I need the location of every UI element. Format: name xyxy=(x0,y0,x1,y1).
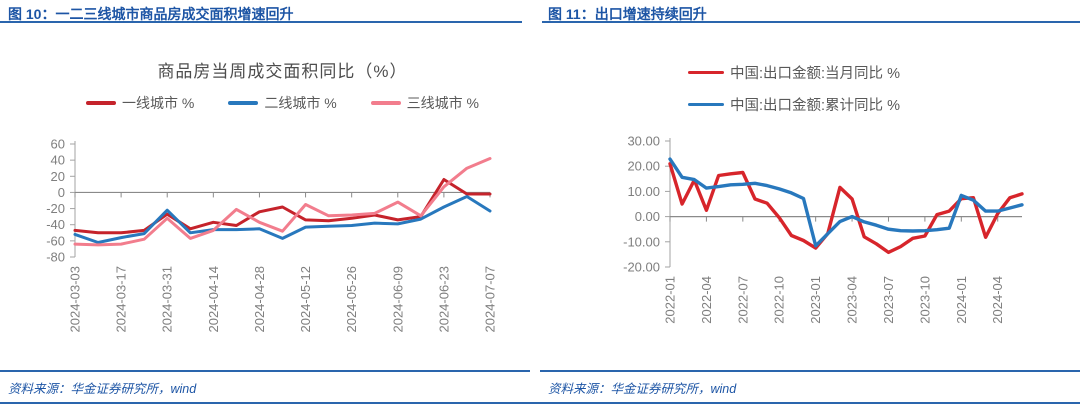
legend-label-tier1: 一线城市 % xyxy=(121,95,195,111)
svg-text:-10.00: -10.00 xyxy=(623,234,660,249)
figure-11-caption-rule xyxy=(542,21,1080,23)
svg-text:2022-07: 2022-07 xyxy=(735,276,750,324)
svg-text:2022-01: 2022-01 xyxy=(663,276,678,324)
svg-text:20: 20 xyxy=(51,169,65,184)
export-cumulative-line-swatch xyxy=(688,102,724,107)
legend-label-tier2: 二线城市 % xyxy=(264,95,337,111)
svg-text:20.00: 20.00 xyxy=(627,159,660,174)
tier3-line-swatch xyxy=(370,101,401,105)
figure-10-caption-rule xyxy=(0,21,522,23)
svg-text:60: 60 xyxy=(51,137,65,152)
svg-text:2022-04: 2022-04 xyxy=(699,276,714,324)
figure-10-caption: 图 10：一二三线城市商品房成交面积增速回升 xyxy=(8,6,294,22)
svg-text:2024-04: 2024-04 xyxy=(990,276,1005,324)
svg-text:2023-01: 2023-01 xyxy=(808,276,823,324)
tier-city-legend: 一线城市 % 二线城市 % 三线城市 % xyxy=(75,93,490,113)
svg-text:40: 40 xyxy=(51,153,65,168)
figure-10-source: 资料来源：华金证券研究所，wind xyxy=(8,382,197,396)
svg-text:2023-07: 2023-07 xyxy=(881,276,896,324)
svg-text:2024-05-26: 2024-05-26 xyxy=(344,266,359,333)
svg-text:2024-01: 2024-01 xyxy=(954,276,969,324)
svg-text:2024-03-03: 2024-03-03 xyxy=(68,266,83,333)
legend-item-tier1: 一线城市 % xyxy=(85,93,195,113)
svg-text:2024-06-09: 2024-06-09 xyxy=(390,266,405,333)
svg-text:2023-10: 2023-10 xyxy=(917,276,932,324)
svg-text:-20.00: -20.00 xyxy=(623,260,660,275)
svg-text:2024-05-12: 2024-05-12 xyxy=(298,266,313,333)
svg-text:2024-03-31: 2024-03-31 xyxy=(160,266,175,333)
legend-label-export-monthly: 中国:出口金额:当月同比 % xyxy=(730,66,900,82)
legend-item-tier2: 二线城市 % xyxy=(228,93,337,113)
legend-label-tier3: 三线城市 % xyxy=(406,95,480,111)
export-chart-legend: 中国:出口金额:当月同比 % 中国:出口金额:累计同比 % xyxy=(688,62,900,115)
svg-text:-80: -80 xyxy=(46,250,65,265)
svg-text:-40: -40 xyxy=(46,217,65,232)
svg-text:2024-04-28: 2024-04-28 xyxy=(252,266,267,333)
figure-10-source-rule xyxy=(0,370,530,372)
svg-text:10.00: 10.00 xyxy=(627,184,660,199)
svg-text:2024-04-14: 2024-04-14 xyxy=(206,266,221,333)
svg-text:2023-04: 2023-04 xyxy=(845,276,860,324)
legend-item-export-cumulative: 中国:出口金额:累计同比 % xyxy=(688,94,900,115)
svg-text:-60: -60 xyxy=(46,233,65,248)
figure-11-panel: 图 11：出口增速持续回升 中国:出口金额:当月同比 % 中国:出口金额:累计同… xyxy=(540,0,1080,406)
tier1-line-swatch xyxy=(85,101,116,105)
svg-text:2022-10: 2022-10 xyxy=(772,276,787,324)
figure-11-source-rule xyxy=(540,370,1080,372)
svg-text:2024-06-23: 2024-06-23 xyxy=(436,266,451,333)
svg-text:30.00: 30.00 xyxy=(627,134,660,149)
tier-city-chart-title: 商品房当周成交面积同比（%） xyxy=(157,62,408,81)
svg-text:2024-07-07: 2024-07-07 xyxy=(483,266,498,333)
export-monthly-line-swatch xyxy=(688,70,724,75)
svg-text:-20: -20 xyxy=(46,201,65,216)
svg-text:0.00: 0.00 xyxy=(635,209,660,224)
legend-item-export-monthly: 中国:出口金额:当月同比 % xyxy=(688,62,900,83)
page-bottom-rule xyxy=(0,402,1080,404)
legend-item-tier3: 三线城市 % xyxy=(370,93,480,113)
figure-10-panel: 图 10：一二三线城市商品房成交面积增速回升 商品房当周成交面积同比（%） 一线… xyxy=(0,6,530,396)
svg-text:2024-03-17: 2024-03-17 xyxy=(114,266,129,333)
svg-text:0: 0 xyxy=(58,185,65,200)
figure-11-source: 资料来源：华金证券研究所，wind xyxy=(548,382,737,396)
tier2-line-swatch xyxy=(228,101,259,105)
figure-11-caption: 图 11：出口增速持续回升 xyxy=(548,6,707,22)
legend-label-export-cumulative: 中国:出口金额:累计同比 % xyxy=(730,98,900,114)
